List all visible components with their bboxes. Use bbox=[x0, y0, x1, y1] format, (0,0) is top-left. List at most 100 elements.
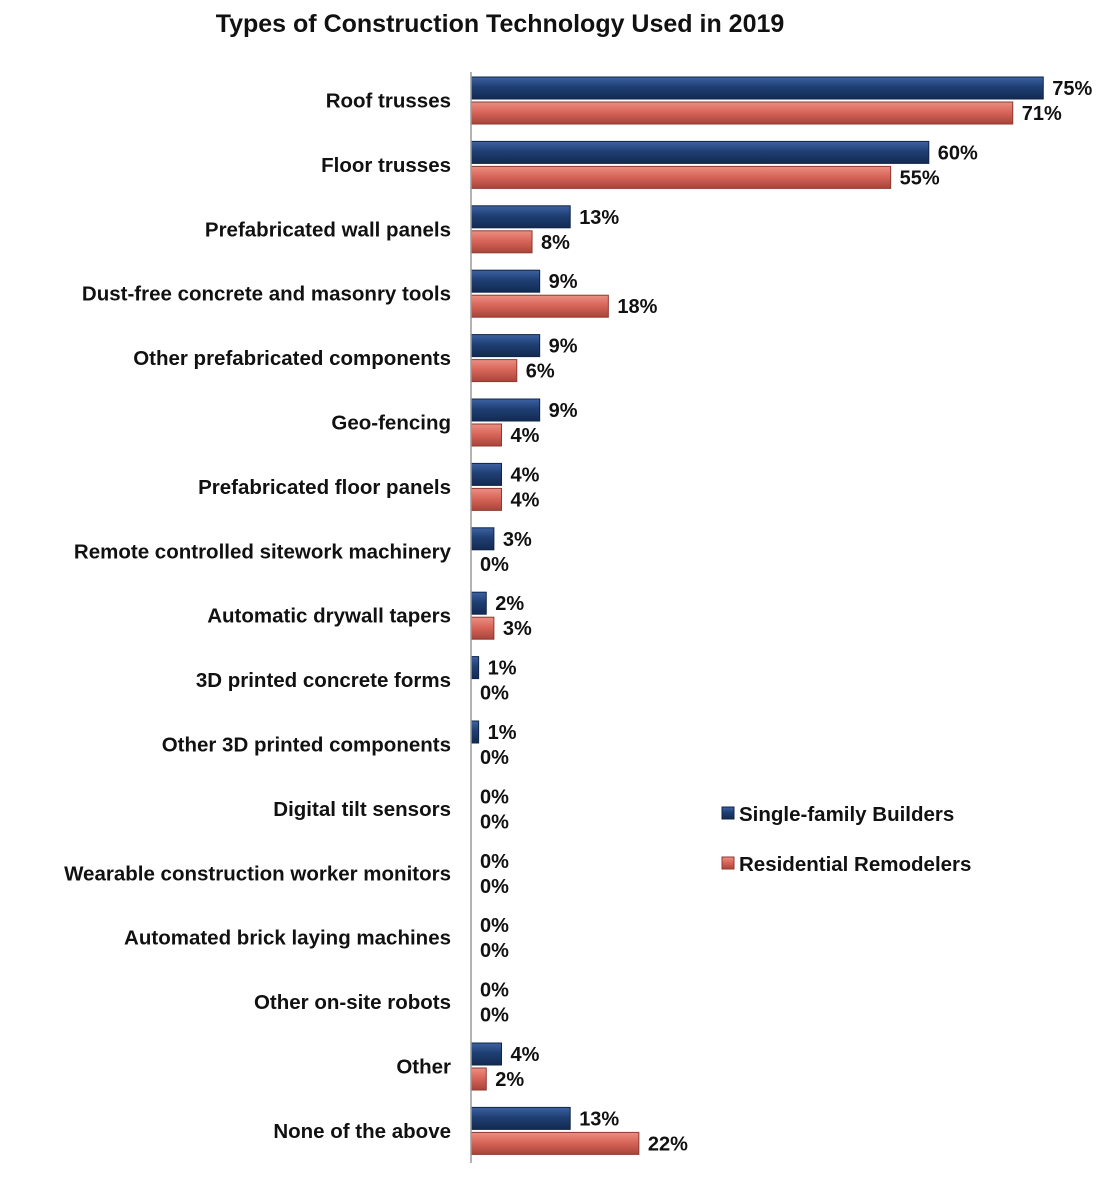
legend-item-single-family-builders: Single-family Builders bbox=[721, 803, 954, 826]
value-label: 13% bbox=[579, 1108, 619, 1130]
value-label: 8% bbox=[541, 232, 570, 254]
category-label: Floor trusses bbox=[321, 154, 451, 177]
bar-residential-remodelers-dust-free-concrete-and-masonry-tools bbox=[470, 294, 609, 318]
value-label: 0% bbox=[480, 851, 509, 873]
value-label: 22% bbox=[648, 1133, 688, 1155]
value-label: 55% bbox=[900, 167, 940, 189]
category-label: Other on-site robots bbox=[254, 991, 451, 1014]
category-group-3d-printed-concrete-forms: 3D printed concrete forms 1% 0% bbox=[196, 656, 517, 705]
value-label: 0% bbox=[480, 811, 509, 833]
bar-single-family-builders-floor-trusses bbox=[470, 140, 930, 164]
bar-single-family-builders-geo-fencing bbox=[470, 398, 541, 422]
category-group-none-of-the-above: None of the above 13% 22% bbox=[273, 1106, 688, 1155]
category-group-prefabricated-wall-panels: Prefabricated wall panels 13% 8% bbox=[205, 205, 619, 254]
legend: Single-family Builders Residential Remode… bbox=[721, 803, 971, 876]
legend-label: Residential Remodelers bbox=[739, 853, 971, 876]
category-group-other-on-site-robots: Other on-site robots 0% 0% bbox=[254, 980, 509, 1027]
bar-single-family-builders-prefabricated-wall-panels bbox=[470, 205, 571, 229]
value-label: 0% bbox=[480, 554, 509, 576]
bar-residential-remodelers-none-of-the-above bbox=[470, 1131, 640, 1155]
value-label: 3% bbox=[503, 618, 532, 640]
value-label: 0% bbox=[480, 1005, 509, 1027]
legend-item-residential-remodelers: Residential Remodelers bbox=[721, 853, 971, 876]
value-label: 3% bbox=[503, 529, 532, 551]
value-label: 4% bbox=[511, 425, 540, 447]
value-label: 0% bbox=[480, 940, 509, 962]
bar-residential-remodelers-other bbox=[470, 1067, 487, 1091]
category-label: Geo-fencing bbox=[331, 412, 451, 435]
value-label: 60% bbox=[938, 142, 978, 164]
category-group-automatic-drywall-tapers: Automatic drywall tapers 2% 3% bbox=[207, 591, 532, 640]
bar-single-family-builders-other-prefabricated-components bbox=[470, 334, 541, 358]
category-group-other: Other 4% 2% bbox=[396, 1042, 540, 1091]
bar-residential-remodelers-prefabricated-floor-panels bbox=[470, 487, 503, 511]
bar-single-family-builders-3d-printed-concrete-forms bbox=[470, 656, 480, 680]
category-label: Wearable construction worker monitors bbox=[64, 862, 451, 885]
value-label: 75% bbox=[1052, 78, 1092, 100]
bar-residential-remodelers-other-prefabricated-components bbox=[470, 359, 518, 383]
value-label: 9% bbox=[549, 336, 578, 358]
value-label: 0% bbox=[480, 915, 509, 937]
value-label: 71% bbox=[1022, 103, 1062, 125]
bar-single-family-builders-other bbox=[470, 1042, 503, 1066]
value-label: 1% bbox=[488, 658, 517, 680]
bar-single-family-builders-none-of-the-above bbox=[470, 1106, 571, 1130]
category-label: Other prefabricated components bbox=[133, 347, 451, 370]
legend-label: Single-family Builders bbox=[739, 803, 954, 826]
bar-residential-remodelers-roof-trusses bbox=[470, 101, 1014, 125]
value-label: 2% bbox=[495, 1069, 524, 1091]
bar-single-family-builders-automatic-drywall-tapers bbox=[470, 591, 487, 615]
legend-swatch bbox=[721, 806, 735, 820]
category-label: Roof trusses bbox=[326, 90, 451, 113]
value-label: 4% bbox=[511, 1044, 540, 1066]
category-label: Other 3D printed components bbox=[162, 734, 451, 757]
value-label: 0% bbox=[480, 683, 509, 705]
category-group-roof-trusses: Roof trusses 75% 71% bbox=[326, 76, 1092, 125]
value-label: 9% bbox=[549, 400, 578, 422]
category-group-floor-trusses: Floor trusses 60% 55% bbox=[321, 140, 978, 189]
category-label: Automatic drywall tapers bbox=[207, 605, 451, 628]
category-label: None of the above bbox=[273, 1120, 451, 1143]
value-label: 0% bbox=[480, 876, 509, 898]
bar-residential-remodelers-automatic-drywall-tapers bbox=[470, 616, 495, 640]
category-group-dust-free-concrete-and-masonry-tools: Dust-free concrete and masonry tools 9% 18… bbox=[82, 269, 658, 318]
category-group-geo-fencing: Geo-fencing 9% 4% bbox=[331, 398, 578, 447]
value-label: 13% bbox=[579, 207, 619, 229]
bars-layer: Roof trusses 75% 71% Floor trusses 60% 55% Pre… bbox=[64, 76, 1092, 1155]
legend-swatch bbox=[721, 856, 735, 870]
value-label: 6% bbox=[526, 361, 555, 383]
bar-single-family-builders-other-3d-printed-components bbox=[470, 720, 480, 744]
category-group-other-prefabricated-components: Other prefabricated components 9% 6% bbox=[133, 334, 578, 383]
value-label: 0% bbox=[480, 747, 509, 769]
value-label: 0% bbox=[480, 980, 509, 1002]
category-label: 3D printed concrete forms bbox=[196, 669, 451, 692]
value-label: 18% bbox=[617, 296, 657, 318]
category-label: Prefabricated floor panels bbox=[198, 476, 451, 499]
category-label: Other bbox=[396, 1056, 451, 1079]
bar-single-family-builders-dust-free-concrete-and-masonry-tools bbox=[470, 269, 541, 293]
category-label: Digital tilt sensors bbox=[273, 798, 451, 821]
category-group-wearable-construction-worker-monitors: Wearable construction worker monitors 0% 0… bbox=[64, 851, 509, 898]
category-group-other-3d-printed-components: Other 3D printed components 1% 0% bbox=[162, 720, 517, 769]
category-label: Remote controlled sitework machinery bbox=[74, 540, 452, 563]
category-group-prefabricated-floor-panels: Prefabricated floor panels 4% 4% bbox=[198, 462, 540, 511]
value-label: 1% bbox=[488, 722, 517, 744]
category-label: Dust-free concrete and masonry tools bbox=[82, 283, 451, 306]
value-label: 4% bbox=[511, 464, 540, 486]
bar-residential-remodelers-geo-fencing bbox=[470, 423, 503, 447]
chart-title: Types of Construction Technology Used in… bbox=[216, 10, 785, 38]
bar-single-family-builders-roof-trusses bbox=[470, 76, 1044, 100]
bar-residential-remodelers-floor-trusses bbox=[470, 165, 892, 189]
category-group-automated-brick-laying-machines: Automated brick laying machines 0% 0% bbox=[124, 915, 509, 962]
value-label: 4% bbox=[511, 489, 540, 511]
value-label: 0% bbox=[480, 786, 509, 808]
bar-residential-remodelers-prefabricated-wall-panels bbox=[470, 230, 533, 254]
category-group-remote-controlled-sitework-machinery: Remote controlled sitework machinery 3% 0% bbox=[74, 527, 532, 576]
bar-single-family-builders-prefabricated-floor-panels bbox=[470, 462, 503, 486]
bar-single-family-builders-remote-controlled-sitework-machinery bbox=[470, 527, 495, 551]
category-label: Prefabricated wall panels bbox=[205, 218, 451, 241]
category-label: Automated brick laying machines bbox=[124, 927, 451, 950]
value-label: 2% bbox=[495, 593, 524, 615]
